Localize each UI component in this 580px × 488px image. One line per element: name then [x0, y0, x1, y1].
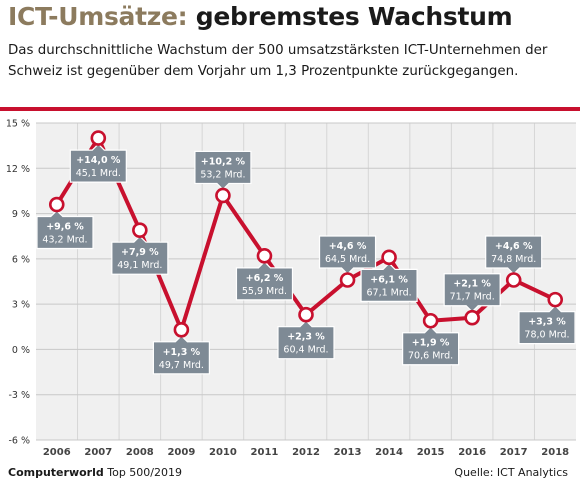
data-label-revenue: 70,6 Mrd. [408, 351, 453, 362]
title-accent: ICT-Umsätze: [8, 2, 188, 31]
data-point [256, 248, 273, 264]
footer-source: Quelle: ICT Analytics [454, 466, 568, 479]
data-label-revenue: 53,2 Mrd. [200, 169, 245, 180]
x-tick-label: 2013 [334, 447, 362, 458]
data-point [505, 272, 522, 288]
chart-subtitle: Das durchschnittliche Wachstum der 500 u… [8, 43, 548, 79]
x-tick-label: 2017 [500, 447, 528, 458]
data-label-growth: +6,1 % [370, 274, 408, 285]
data-label-revenue: 71,7 Mrd. [450, 292, 495, 303]
data-label-revenue: 64,5 Mrd. [325, 254, 370, 265]
data-label-callout: +3,3 % 78,0 Mrd. [518, 304, 576, 345]
data-label-revenue: 49,7 Mrd. [159, 360, 204, 371]
data-point [298, 306, 314, 323]
data-label-callout: +14,0 % 45,1 Mrd. [69, 143, 127, 183]
data-label-callout: +2,3 % 60,4 Mrd. [277, 319, 335, 360]
y-tick-label: 9 % [12, 209, 30, 220]
x-tick-label: 2006 [43, 447, 71, 458]
data-label-growth: +10,2 % [201, 156, 246, 167]
data-point [464, 309, 480, 326]
data-label-revenue: 45,1 Mrd. [76, 168, 121, 179]
x-tick-label: 2018 [541, 447, 569, 458]
x-tick-label: 2009 [167, 447, 195, 458]
data-label-growth: +6,2 % [246, 273, 284, 284]
data-label-growth: +4,6 % [495, 241, 533, 252]
y-tick-label: 3 % [12, 300, 30, 311]
x-tick-label: 2016 [458, 447, 486, 458]
data-point [422, 312, 439, 329]
x-tick-label: 2010 [209, 447, 237, 458]
y-tick-label: -3 % [8, 390, 30, 401]
data-label-callout: +2,1 % 71,7 Mrd. [443, 273, 501, 313]
x-tick-label: 2011 [251, 447, 279, 458]
data-label-callout: +1,9 % 70,6 Mrd. [402, 325, 460, 366]
data-point [48, 196, 65, 213]
x-tick-label: 2008 [126, 447, 154, 458]
y-tick-label: 6 % [12, 254, 30, 265]
data-label-growth: +1,3 % [163, 347, 201, 358]
data-label-growth: +2,3 % [287, 332, 325, 343]
data-point [339, 272, 356, 288]
data-label-revenue: 55,9 Mrd. [242, 286, 287, 297]
x-tick-label: 2012 [292, 447, 320, 458]
line-chart: 15 % 12 % 9 % 6 % 3 % 0 % -3 % -6 % 2006 2007 2008… [6, 119, 576, 458]
data-label-growth: +9,6 % [46, 222, 84, 233]
data-label-revenue: 78,0 Mrd. [524, 330, 569, 341]
data-label-growth: +7,9 % [121, 247, 159, 258]
data-label-growth: +14,0 % [76, 155, 121, 166]
x-tick-label: 2007 [84, 447, 112, 458]
y-tick-label: 12 % [6, 164, 30, 175]
title-main: gebremstes Wachstum [195, 2, 513, 31]
data-label-growth: +4,6 % [329, 241, 367, 252]
data-label-callout: +7,9 % 49,1 Mrd. [111, 235, 169, 275]
data-label-revenue: 67,1 Mrd. [366, 287, 411, 298]
data-label-growth: +3,3 % [528, 317, 566, 328]
y-tick-label: 15 % [6, 119, 30, 130]
y-tick-label: -6 % [8, 436, 30, 447]
x-tick-label: 2014 [375, 447, 403, 458]
data-label-callout: +10,2 % 53,2 Mrd. [194, 150, 252, 191]
data-label-growth: +1,9 % [412, 338, 450, 349]
chart-title: ICT-Umsätze: gebremstes Wachstum [8, 2, 513, 31]
data-point [132, 222, 148, 238]
data-label-growth: +2,1 % [453, 279, 491, 290]
data-label-revenue: 60,4 Mrd. [283, 345, 328, 356]
data-label-callout: +6,2 % 55,9 Mrd. [235, 260, 294, 301]
data-point [215, 187, 231, 204]
x-tick-label: 2015 [417, 447, 445, 458]
data-point [90, 130, 107, 146]
footer-brand: Computerworld [8, 466, 104, 479]
data-label-callout: +9,6 % 43,2 Mrd. [36, 209, 94, 250]
data-point [173, 322, 190, 338]
data-label-callout: +1,3 % 49,7 Mrd. [152, 334, 210, 375]
data-label-revenue: 43,2 Mrd. [42, 235, 87, 246]
data-label-callout: +4,6 % 64,5 Mrd. [318, 235, 377, 275]
header-divider [0, 107, 580, 111]
data-label-revenue: 49,1 Mrd. [117, 260, 162, 271]
footer-credit: Computerworld Top 500/2019 [8, 466, 182, 479]
data-label-callout: +4,6 % 74,8 Mrd. [485, 235, 543, 275]
data-label-revenue: 74,8 Mrd. [491, 254, 536, 265]
data-point [547, 291, 564, 308]
footer-publication: Top 500/2019 [107, 466, 182, 479]
y-tick-label: 0 % [12, 345, 30, 356]
data-point [381, 249, 397, 266]
data-label-callout: +6,1 % 67,1 Mrd. [360, 262, 418, 302]
